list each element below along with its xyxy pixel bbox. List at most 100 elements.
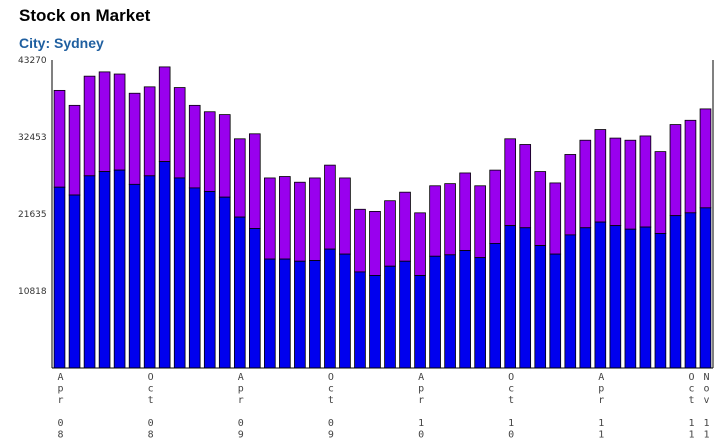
bar-lower-20 [354,271,366,369]
bar-lower-29 [489,243,501,369]
bar-upper-19 [339,177,351,255]
chart-subtitle: City: Sydney [19,35,104,51]
bar-upper-25 [429,185,441,257]
bar-upper-30 [504,138,517,227]
bar-upper-38 [624,139,637,230]
bar-upper-40 [654,151,667,234]
bar-upper-32 [534,171,547,246]
bar-upper-8 [173,87,186,179]
bar-upper-42 [684,119,697,214]
bar-lower-40 [654,233,667,369]
bar-lower-37 [609,225,622,369]
chart-title: Stock on Market [19,6,151,25]
bar-upper-20 [354,208,366,273]
bar-lower-30 [504,225,517,369]
bar-lower-7 [158,161,171,369]
bar-lower-31 [519,227,532,369]
y-tick-label-3: 43270 [18,56,47,66]
bar-upper-34 [564,154,577,236]
bar-lower-2 [83,175,96,369]
bar-upper-35 [579,139,592,229]
bar-upper-43 [699,108,712,209]
bar-lower-12 [233,216,246,369]
bar-upper-0 [53,89,66,188]
bar-lower-21 [369,275,381,369]
bar-lower-23 [399,260,411,369]
bar-lower-14 [264,258,276,369]
y-tick-label-2: 32453 [18,133,47,143]
bar-upper-23 [399,191,411,262]
bar-upper-33 [549,182,562,255]
bar-upper-26 [444,183,456,256]
bar-upper-27 [459,172,471,251]
bar-lower-39 [639,226,652,369]
bar-lower-6 [143,175,156,369]
bar-upper-18 [324,164,336,250]
bar-lower-17 [309,260,321,369]
bar-upper-12 [233,138,246,218]
bar-upper-3 [98,71,111,172]
bar-lower-4 [113,169,126,369]
bar-lower-15 [279,258,291,369]
bar-lower-3 [98,171,111,369]
bar-lower-34 [564,234,577,369]
bar-lower-0 [53,186,66,369]
bar-lower-10 [203,191,216,369]
bar-lower-32 [534,245,547,369]
bar-upper-21 [369,210,381,276]
bar-lower-16 [294,260,306,369]
bar-upper-1 [68,104,81,196]
y-axis-ticks: 10818 21635 32453 43270 [18,56,47,297]
bar-lower-38 [624,228,637,369]
bar-lower-26 [444,254,456,369]
bar-lower-41 [669,215,682,369]
bar-upper-9 [188,104,201,189]
bar-lower-35 [579,227,592,369]
bar-lower-5 [128,183,141,369]
bar-lower-28 [474,257,486,369]
bar-lower-8 [173,177,186,369]
bar-upper-4 [113,73,126,171]
bar-lower-13 [248,228,261,369]
bar-lower-18 [324,248,336,369]
bar-upper-37 [609,137,622,227]
bar-lower-33 [549,253,562,369]
bar-upper-16 [294,181,306,262]
bar-upper-10 [203,111,216,192]
bar-upper-2 [83,75,96,177]
bar-upper-5 [128,92,141,185]
bar-upper-36 [594,129,607,223]
bar-lower-22 [384,265,396,369]
bar-lower-11 [218,196,231,369]
bar-lower-43 [699,207,712,369]
bar-lower-36 [594,221,607,369]
axes-group [51,60,714,369]
bar-lower-9 [188,187,201,369]
bar-lower-42 [684,212,697,369]
bars-group [53,66,712,369]
bar-upper-39 [639,135,652,228]
bar-upper-13 [248,133,261,229]
bar-upper-41 [669,124,682,217]
bar-upper-7 [158,66,171,162]
bar-upper-22 [384,200,396,267]
bar-upper-14 [264,177,276,260]
y-tick-label-1: 21635 [18,210,47,220]
bar-upper-11 [218,114,231,198]
bar-lower-27 [459,250,471,369]
bar-upper-31 [519,144,532,229]
bar-upper-15 [279,176,291,260]
bar-upper-29 [489,169,501,244]
bar-upper-17 [309,177,321,261]
